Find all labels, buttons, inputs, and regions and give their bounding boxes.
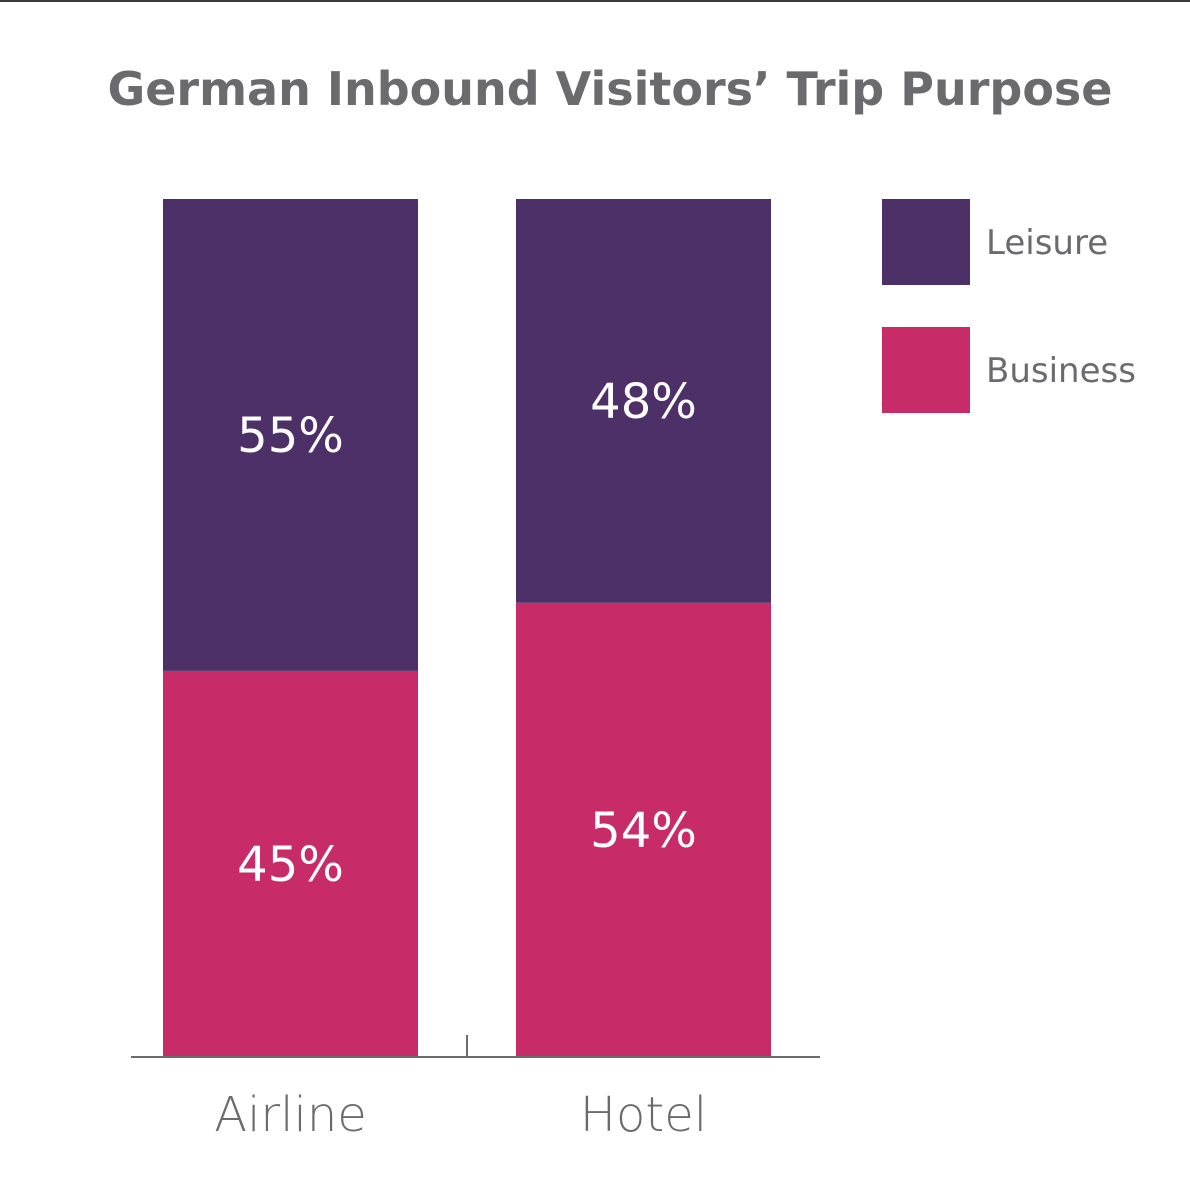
category-label-airline: Airline (214, 1087, 367, 1143)
legend-swatch-business (882, 327, 970, 413)
bar-hotel-leisure (516, 199, 771, 603)
legend-swatch-leisure (882, 199, 970, 285)
bar-hotel-business (516, 602, 771, 1057)
data-label-hotel-business: 54% (590, 803, 697, 859)
category-label-hotel: Hotel (580, 1087, 707, 1143)
chart-title: German Inbound Visitors’ Trip Purpose (107, 62, 1112, 116)
plot-area: 45% 55% Airline 54% 48% Hotel (131, 199, 820, 1143)
data-label-airline-business: 45% (237, 837, 344, 893)
data-label-airline-leisure: 55% (237, 408, 344, 464)
legend-label-business: Business (986, 351, 1136, 391)
top-divider (0, 0, 1190, 2)
legend-label-leisure: Leisure (986, 223, 1108, 263)
bar-airline-leisure (163, 199, 418, 671)
bar-airline-business (163, 670, 418, 1057)
data-label-hotel-leisure: 48% (590, 374, 697, 430)
legend: Leisure Business (882, 199, 1136, 413)
